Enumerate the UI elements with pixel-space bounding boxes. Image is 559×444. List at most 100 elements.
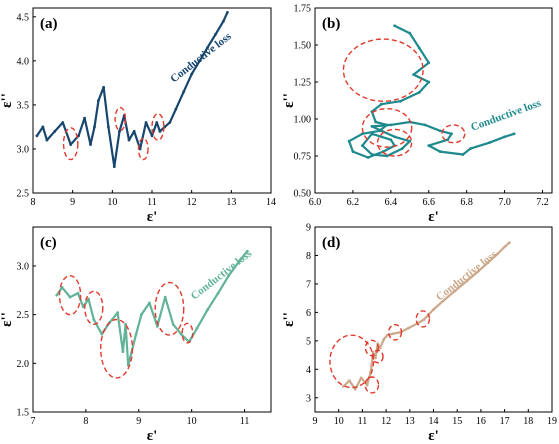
data-point [427,80,431,84]
data-point [112,165,116,168]
x-tick-label: 9 [136,416,141,427]
data-point [408,31,412,35]
data-point [225,11,229,14]
data-point [423,123,427,127]
data-point [438,150,442,153]
data-point [376,342,380,346]
data-series-line [35,11,229,168]
data-series-line [342,241,511,391]
data-point [417,46,421,50]
relaxation-circle [151,113,165,141]
data-point [353,387,357,391]
data-point [385,123,389,127]
y-tick-label: 1.00 [294,115,312,126]
data-point [412,73,415,76]
data-point [81,305,85,309]
data-point [124,322,127,326]
relaxation-circle [137,137,149,161]
conductive-loss-annotation: Conductive loss [434,248,500,303]
data-point [407,326,411,330]
data-point [222,19,225,23]
data-point [347,139,351,143]
x-tick-label: 6.6 [423,197,436,208]
data-point [150,134,154,138]
data-point [179,332,183,336]
y-tick-label: 0.50 [294,189,312,200]
relaxation-circle [364,339,379,357]
data-point [206,308,209,312]
data-point [370,153,374,156]
data-point [87,297,90,301]
data-point [347,379,351,383]
data-point [359,376,363,380]
data-point [134,332,138,336]
data-point [450,132,453,136]
y-tick-label: 3.0 [17,261,30,272]
x-axis-label: ε' [147,209,158,225]
y-tick-label: 1.75 [294,4,312,15]
data-point [69,143,73,146]
data-point [227,274,231,278]
data-point [379,135,383,139]
relaxation-circle [342,38,424,102]
data-point [441,299,445,303]
data-point [182,90,186,94]
data-point [237,259,241,263]
data-point [417,90,421,94]
data-point [106,125,110,129]
relaxation-circle [361,107,413,148]
data-point [45,138,49,142]
data-point [118,129,121,133]
data-point [503,245,506,249]
data-point [427,61,431,65]
data-point [41,125,45,129]
x-tick-label: 16 [476,416,486,427]
relaxation-circle [84,290,104,326]
data-point [206,46,209,50]
x-tick-label: 13 [405,416,415,427]
chart-panel-2: 6.0 6.2 6.4 6.6 6.8 7.0 7.2 0.50 0.75 1.00 1.25 1.5… [281,4,553,225]
x-tick-label: 12 [187,197,197,208]
data-point [60,285,64,289]
x-tick-label: 11 [240,416,250,427]
x-tick-label: 14 [266,197,276,208]
data-point [453,289,457,293]
chart-panel-4: 9 10 11 12 13 14 15 16 17 18 19 3 4 5 6 7 8 9 ε' ε'' Conduct… [281,223,557,444]
data-point [89,143,92,146]
data-point [140,313,143,317]
x-tick-label: 10 [187,416,197,427]
x-tick-label: 14 [429,416,439,427]
data-point [393,24,397,28]
data-point [374,356,377,360]
x-tick-label: 8 [83,416,88,427]
data-point [469,147,472,151]
plot-frame [32,226,272,413]
data-point [168,121,172,124]
x-tick-label: 10 [334,416,344,427]
data-point [158,129,162,133]
data-point [391,332,395,336]
data-point [198,59,202,63]
y-tick-label: 1.5 [17,408,30,419]
y-tick-label: 4.0 [17,56,30,67]
conductive-loss-annotation: Conductive loss [189,247,255,302]
data-point [132,129,136,133]
x-tick-label: 19 [547,416,557,427]
data-point [374,120,378,124]
x-tick-label: 9 [70,197,75,208]
relaxation-circle [99,318,134,379]
data-point [35,134,39,138]
data-point [155,121,159,124]
data-point [92,318,96,321]
x-axis-label: ε' [147,428,158,444]
data-point [512,132,516,136]
data-point [488,141,491,145]
x-tick-label: 7.2 [536,197,549,208]
y-tick-label: 2.5 [17,189,30,200]
x-axis-label: ε' [428,209,439,225]
relaxation-circle [329,334,375,389]
data-point [465,279,469,283]
data-point [147,301,151,305]
data-point [398,99,402,103]
y-axis-label: ε'' [0,312,15,327]
